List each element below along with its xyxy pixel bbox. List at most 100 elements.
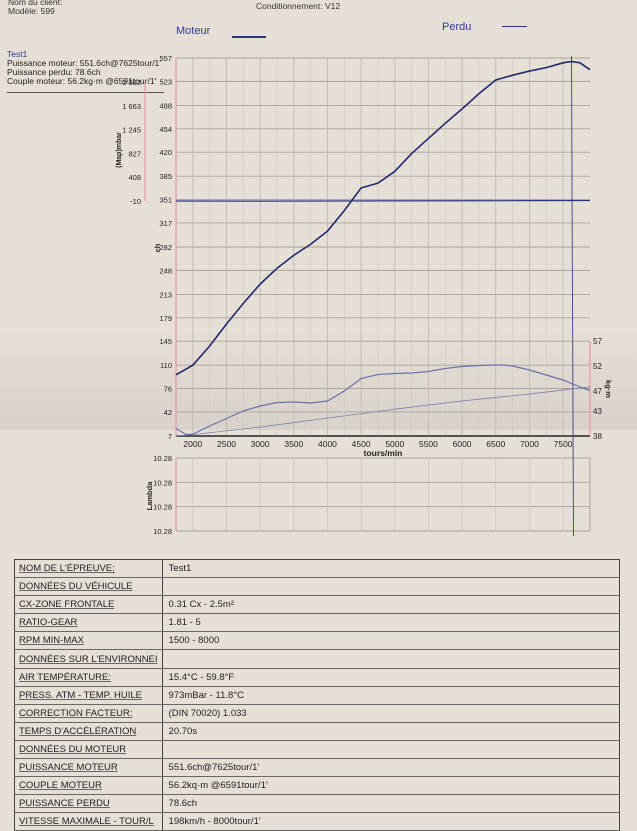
table-row: CORRECTION FACTEUR: (DIN 70020) 1.033 — [14, 704, 620, 723]
y-tick: 454 — [159, 125, 172, 134]
svg-text:ch: ch — [153, 243, 162, 252]
table-row-value: 1.81 - 5 — [162, 613, 620, 633]
y-tick: 351 — [159, 196, 172, 205]
y-tick: 523 — [159, 77, 172, 86]
table-row: PUISSANCE MOTEUR 551.6ch@7625tour/1' — [14, 758, 620, 778]
table-row-label: CORRECTION FACTEUR: — [14, 704, 163, 723]
map-tick: 827 — [128, 149, 141, 158]
table-row-value — [162, 577, 620, 597]
series-line — [175, 386, 591, 437]
y-tick: 42 — [164, 408, 172, 417]
table-row-label: PRESS. ATM - TEMP. HUILE — [14, 686, 163, 705]
series-line — [175, 364, 591, 436]
svg-text:tours/min: tours/min — [364, 448, 403, 458]
y-tick: 76 — [164, 385, 172, 394]
rpm-cursor-line — [570, 55, 574, 537]
table-row: DONNÉES DU MOTEUR — [14, 740, 620, 760]
x-tick: 7000 — [520, 439, 539, 449]
series-line — [175, 199, 591, 202]
y-tick: 7 — [168, 432, 172, 441]
table-row: DONNÉES SUR L'ENVIRONNEI — [14, 649, 620, 669]
map-tick: -10 — [130, 197, 141, 206]
svg-text:Lambda: Lambda — [145, 481, 154, 511]
table-row-label: RPM MIN-MAX — [14, 631, 163, 651]
lambda-tick: 10.28 — [153, 454, 172, 463]
y-tick: 488 — [159, 101, 172, 110]
table-row-value — [162, 649, 620, 669]
y-tick: 557 — [159, 54, 172, 63]
table-row-label: TEMPS D'ACCÉLÉRATION — [14, 722, 163, 741]
y2-tick: 52 — [593, 362, 602, 371]
test-data-table: NOM DE L'ÉPREUVE: Test1 DONNÉES DU VÉHICUL… — [14, 559, 620, 831]
y2-tick: 38 — [593, 432, 602, 441]
summary-block: Test1 Puissance moteur: 551.6ch@7625tour… — [7, 50, 161, 86]
table-row-value: 20.70s — [162, 722, 620, 741]
table-row-value: 973mBar - 11.8°C — [162, 686, 620, 705]
x-tick: 4000 — [318, 439, 337, 449]
table-row-label: VITESSE MAXIMALE - TOUR/L — [14, 812, 163, 831]
y2-tick: 47 — [593, 387, 602, 396]
y-tick: 385 — [159, 172, 172, 181]
model-label: Modèle: 599 — [8, 6, 55, 16]
y-tick: 213 — [159, 290, 172, 299]
table-row-label: PUISSANCE MOTEUR — [14, 758, 163, 778]
table-row-label: DONNÉES DU MOTEUR — [14, 740, 163, 760]
table-row-value: (DIN 70020) 1.033 — [162, 704, 620, 723]
table-row: COUPLE MOTEUR 56.2kq·m @6591tour/1' — [14, 776, 620, 796]
table-row: CX-ZONE FRONTALE 0.31 Cx - 2.5m² — [14, 595, 620, 615]
summary-divider — [7, 92, 164, 93]
table-row: NOM DE L'ÉPREUVE: Test1 — [14, 559, 620, 579]
table-row-label: NOM DE L'ÉPREUVE: — [14, 559, 163, 579]
y-tick: 110 — [160, 361, 172, 370]
table-row-value: 0.31 Cx - 2.5m² — [162, 595, 620, 615]
series-line — [175, 60, 591, 376]
table-row-label: RATIO-GEAR — [14, 613, 163, 633]
table-row: PRESS. ATM - TEMP. HUILE 973mBar - 11.8°C — [14, 686, 620, 705]
chart-grid — [176, 57, 590, 532]
chart-axes — [144, 55, 591, 537]
table-row: RPM MIN-MAX 1500 - 8000 — [14, 631, 620, 651]
table-row-value: 56.2kq·m @6591tour/1' — [162, 776, 620, 796]
y-tick: 145 — [159, 337, 172, 346]
dyno-chart: 2000 2500 3000 3500 4000 4500 5000 5500 6000 6500… — [116, 54, 613, 537]
legend-moteur-label: Moteur — [176, 25, 211, 37]
table-row: PUISSANCE PERDU 78.6ch — [14, 794, 620, 814]
table-row-label: AIR TEMPÉRATURE: — [14, 668, 163, 687]
table-row-label: CX-ZONE FRONTALE — [14, 595, 163, 615]
x-tick: 6500 — [486, 439, 505, 449]
y2-tick: 43 — [593, 407, 602, 416]
x-tick: 3500 — [284, 439, 303, 449]
table-row-value: 1500 - 8000 — [162, 631, 620, 651]
y2-tick: 57 — [593, 337, 602, 346]
legend-perdu-line — [502, 26, 527, 27]
x-tick: 2000 — [183, 439, 202, 449]
summary-torque: Couple moteur: 56.2kg·m @6591tour/1' — [7, 76, 157, 86]
y-tick: 179 — [159, 314, 172, 323]
table-row-value: 551.6ch@7625tour/1' — [162, 758, 620, 778]
table-row-label: PUISSANCE PERDU — [14, 794, 163, 814]
table-row-label: COUPLE MOTEUR — [14, 776, 163, 796]
x-tick: 5500 — [419, 439, 438, 449]
x-tick: 3000 — [251, 439, 270, 449]
table-row: TEMPS D'ACCÉLÉRATION 20.70s — [14, 722, 620, 741]
lambda-tick: 10.28 — [153, 527, 172, 536]
y-tick: 420 — [159, 148, 172, 157]
y-tick: 282 — [159, 243, 172, 252]
lambda-tick: 10.28 — [153, 478, 172, 487]
chart-series — [175, 60, 591, 437]
table-row: VITESSE MAXIMALE - TOUR/L 198km/h - 8000t… — [14, 812, 620, 831]
table-row-value: 15.4°C - 59.8°F — [162, 668, 620, 687]
y-tick: 248 — [159, 266, 172, 275]
table-row-value: 78.6ch — [162, 794, 620, 814]
table-row-label: DONNÉES DU VÉHICULE — [14, 577, 163, 597]
svg-text:kg·m: kg·m — [604, 380, 613, 398]
legend-moteur-line — [232, 36, 266, 38]
map-tick: 1 245 — [122, 126, 141, 135]
map-tick: 1 663 — [122, 102, 141, 111]
y-tick: 317 — [159, 219, 172, 228]
client-name-label: Nom du client: — [8, 0, 63, 7]
table-row-label: DONNÉES SUR L'ENVIRONNEI — [14, 649, 163, 669]
x-tick: 6000 — [453, 439, 472, 449]
legend-perdu-label: Perdu — [442, 21, 472, 33]
x-tick: 4500 — [352, 439, 371, 449]
